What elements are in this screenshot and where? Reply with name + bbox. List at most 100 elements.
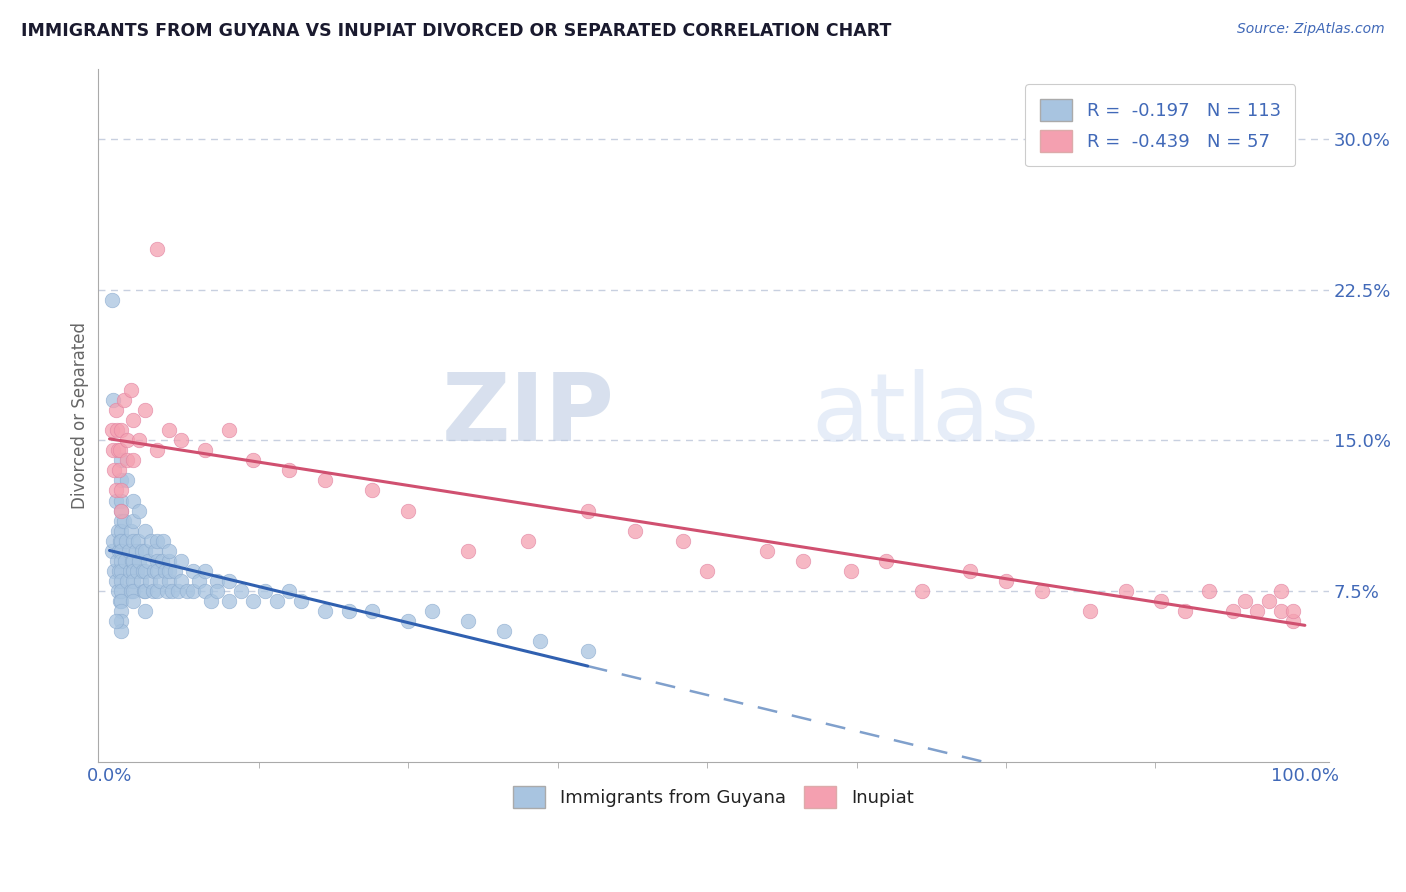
Point: [396, 614, 419, 628]
Point: [624, 524, 647, 538]
Point: [110, 594, 132, 608]
Point: [139, 574, 162, 588]
Point: [792, 554, 814, 568]
Point: [134, 543, 156, 558]
Text: Source: ZipAtlas.com: Source: ZipAtlas.com: [1237, 22, 1385, 37]
Point: [696, 564, 718, 578]
Point: [110, 543, 132, 558]
Point: [134, 584, 156, 599]
Point: [170, 434, 193, 448]
Point: [839, 564, 862, 578]
Point: [115, 533, 138, 548]
Point: [959, 564, 981, 578]
Point: [122, 453, 145, 467]
Point: [117, 453, 139, 467]
Point: [218, 423, 240, 437]
Point: [118, 564, 141, 578]
Point: [131, 543, 153, 558]
Point: [146, 533, 169, 548]
Point: [420, 604, 443, 618]
Point: [576, 644, 599, 658]
Point: [117, 474, 139, 488]
Point: [277, 463, 299, 477]
Legend: Immigrants from Guyana, Inupiat: Immigrants from Guyana, Inupiat: [506, 779, 921, 815]
Point: [117, 574, 139, 588]
Point: [672, 533, 695, 548]
Point: [205, 574, 228, 588]
Point: [1258, 594, 1281, 608]
Point: [1270, 604, 1292, 618]
Point: [1150, 594, 1173, 608]
Point: [157, 554, 180, 568]
Point: [110, 493, 132, 508]
Point: [218, 574, 240, 588]
Point: [157, 574, 180, 588]
Point: [122, 574, 145, 588]
Point: [103, 564, 125, 578]
Point: [101, 533, 124, 548]
Point: [107, 443, 129, 458]
Point: [114, 554, 136, 568]
Point: [188, 574, 211, 588]
Point: [1031, 584, 1053, 599]
Point: [110, 524, 132, 538]
Point: [205, 584, 228, 599]
Point: [110, 624, 132, 639]
Point: [314, 474, 336, 488]
Point: [104, 483, 127, 498]
Point: [101, 293, 124, 307]
Point: [110, 564, 132, 578]
Point: [108, 564, 131, 578]
Point: [396, 503, 419, 517]
Point: [755, 543, 778, 558]
Point: [108, 463, 131, 477]
Point: [110, 514, 132, 528]
Text: ZIP: ZIP: [441, 369, 614, 461]
Point: [122, 533, 145, 548]
Point: [104, 493, 127, 508]
Point: [492, 624, 515, 639]
Point: [110, 503, 132, 517]
Point: [101, 443, 124, 458]
Point: [361, 604, 384, 618]
Point: [128, 554, 150, 568]
Point: [107, 584, 129, 599]
Point: [156, 584, 179, 599]
Point: [110, 533, 132, 548]
Point: [129, 574, 152, 588]
Point: [136, 554, 159, 568]
Point: [157, 423, 180, 437]
Point: [104, 574, 127, 588]
Point: [218, 594, 240, 608]
Point: [121, 554, 143, 568]
Point: [1115, 584, 1137, 599]
Point: [194, 564, 217, 578]
Point: [576, 503, 599, 517]
Point: [266, 594, 288, 608]
Point: [314, 604, 336, 618]
Point: [110, 474, 132, 488]
Point: [134, 604, 156, 618]
Point: [229, 584, 252, 599]
Point: [101, 393, 124, 408]
Point: [146, 584, 169, 599]
Point: [122, 594, 145, 608]
Point: [110, 483, 132, 498]
Point: [128, 503, 150, 517]
Point: [142, 584, 165, 599]
Point: [125, 543, 148, 558]
Point: [337, 604, 360, 618]
Point: [110, 423, 132, 437]
Point: [105, 554, 128, 568]
Point: [1270, 584, 1292, 599]
Point: [110, 594, 132, 608]
Point: [242, 594, 264, 608]
Point: [132, 564, 155, 578]
Point: [110, 554, 132, 568]
Point: [122, 584, 145, 599]
Point: [149, 574, 172, 588]
Point: [1174, 604, 1197, 618]
Point: [101, 543, 124, 558]
Point: [876, 554, 898, 568]
Point: [290, 594, 312, 608]
